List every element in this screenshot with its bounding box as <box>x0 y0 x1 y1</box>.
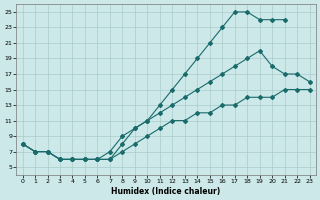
X-axis label: Humidex (Indice chaleur): Humidex (Indice chaleur) <box>111 187 221 196</box>
